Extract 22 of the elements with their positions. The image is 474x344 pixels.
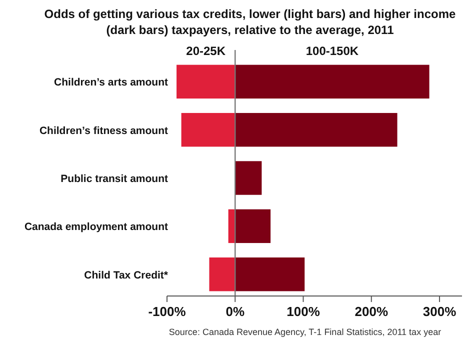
y-tick-label: Children’s fitness amount	[39, 124, 168, 137]
x-tick-label: 300%	[422, 304, 457, 319]
y-tick-label: Child Tax Credit*	[84, 269, 169, 282]
bar	[235, 209, 271, 244]
bar	[235, 64, 430, 99]
y-tick-label: Public transit amount	[60, 173, 169, 185]
bar	[181, 112, 236, 147]
chart-title: Odds of getting various tax credits, lower (light bars) and higher income (dark bars) taxpayers, relative to the average, 2011	[44, 7, 456, 37]
bar	[235, 112, 398, 147]
x-tick-label: 0%	[226, 304, 245, 319]
series-label: 100-150K	[306, 44, 359, 58]
x-tick-label: 200%	[354, 304, 388, 319]
series-label: 20-25K	[186, 44, 226, 58]
source-note: Source: Canada Revenue Agency, T-1 Final Statistics, 2011 tax year	[168, 327, 442, 337]
bar	[235, 257, 305, 292]
bar	[235, 161, 262, 195]
x-tick-label: -100%	[148, 304, 186, 319]
y-tick-label: Canada employment amount	[24, 221, 168, 234]
y-tick-label: Children’s arts amount	[54, 76, 168, 89]
x-tick-label: 100%	[286, 304, 320, 319]
bar	[176, 64, 236, 99]
bar	[209, 257, 236, 292]
